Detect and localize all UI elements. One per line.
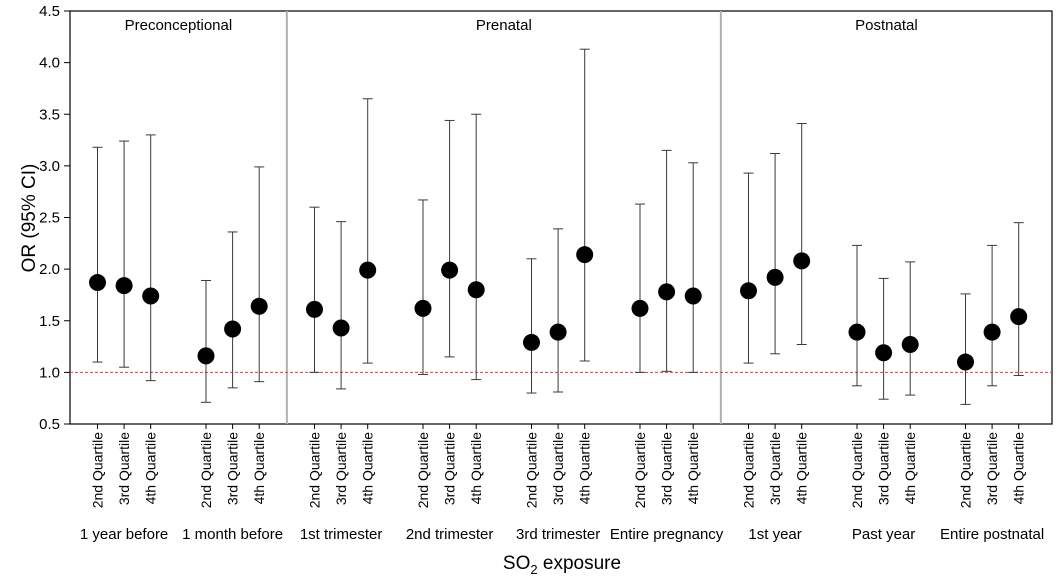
x-axis-title-main: SO xyxy=(503,553,530,574)
or-point-g0-q2 xyxy=(142,287,160,305)
quartile-label-g6-q0: 2nd Quartile xyxy=(741,432,757,508)
quartile-label-g3-q0: 2nd Quartile xyxy=(415,432,431,508)
or-point-g5-q1 xyxy=(658,283,676,301)
or-point-g7-q0 xyxy=(848,323,866,341)
quartile-label-g4-q0: 2nd Quartile xyxy=(524,432,540,508)
or-point-g4-q2 xyxy=(576,246,594,264)
or-point-g3-q0 xyxy=(414,299,432,317)
or-point-g8-q1 xyxy=(983,323,1001,341)
quartile-label-g4-q2: 4th Quartile xyxy=(577,432,593,505)
or-point-g4-q0 xyxy=(523,333,540,351)
y-tick-label-2: 1.5 xyxy=(39,313,60,330)
quartile-label-g2-q2: 4th Quartile xyxy=(360,432,376,505)
y-axis-title: OR (95% CI) xyxy=(19,164,40,273)
group-label-4: 3rd trimester xyxy=(516,526,600,543)
quartile-label-g7-q0: 2nd Quartile xyxy=(849,432,865,508)
group-label-3: 2nd trimester xyxy=(406,526,494,543)
y-tick-label-7: 4.0 xyxy=(39,55,60,72)
quartile-label-g0-q0: 2nd Quartile xyxy=(90,432,106,508)
quartile-label-g8-q2: 4th Quartile xyxy=(1011,432,1027,505)
or-point-g2-q1 xyxy=(332,319,350,337)
or-point-g2-q2 xyxy=(359,261,377,279)
or-point-g1-q2 xyxy=(250,297,268,315)
y-tick-label-0: 0.5 xyxy=(39,416,60,433)
group-label-6: 1st year xyxy=(748,526,801,543)
or-point-g1-q1 xyxy=(224,320,242,338)
x-axis-title-sub: 2 xyxy=(530,562,537,577)
or-point-g3-q2 xyxy=(467,281,485,299)
quartile-label-g5-q2: 4th Quartile xyxy=(685,432,701,505)
quartile-label-g6-q2: 4th Quartile xyxy=(794,432,810,505)
period-label-2: Prenatal xyxy=(476,17,532,34)
quartile-label-g4-q1: 3rd Quartile xyxy=(550,432,566,505)
x-axis-title: SO2 exposure xyxy=(503,553,621,577)
y-tick-label-8: 4.5 xyxy=(39,3,60,20)
period-label-1: Preconceptional xyxy=(125,17,233,34)
or-point-g8-q2 xyxy=(1010,308,1028,326)
y-tick-label-3: 2.0 xyxy=(39,261,60,278)
or-point-g7-q1 xyxy=(875,344,893,362)
or-point-g6-q2 xyxy=(793,252,811,270)
quartile-label-g3-q2: 4th Quartile xyxy=(468,432,484,505)
y-tick-label-6: 3.5 xyxy=(39,106,60,123)
plot-frame xyxy=(69,10,1053,425)
quartile-label-g7-q2: 4th Quartile xyxy=(902,432,918,505)
quartile-label-g8-q1: 3rd Quartile xyxy=(984,432,1000,505)
or-point-g0-q1 xyxy=(115,277,133,295)
quartile-label-g8-q0: 2nd Quartile xyxy=(958,432,974,508)
quartile-label-g0-q2: 4th Quartile xyxy=(143,432,159,505)
y-tick-label-1: 1.0 xyxy=(39,364,60,381)
or-point-g7-q2 xyxy=(901,335,919,353)
group-label-0: 1 year before xyxy=(80,526,168,543)
or-point-g0-q0 xyxy=(89,274,106,292)
quartile-label-g1-q2: 4th Quartile xyxy=(251,432,267,505)
quartile-label-g5-q0: 2nd Quartile xyxy=(632,432,648,508)
y-tick-label-5: 3.0 xyxy=(39,158,60,175)
or-point-g8-q0 xyxy=(957,353,974,371)
or-point-g4-q1 xyxy=(549,323,567,341)
y-tick-label-4: 2.5 xyxy=(39,210,60,227)
group-label-7: Past year xyxy=(852,526,915,543)
or-point-g3-q1 xyxy=(441,261,459,279)
quartile-label-g2-q1: 3rd Quartile xyxy=(333,432,349,505)
group-label-8: Entire postnatal xyxy=(940,526,1044,543)
quartile-label-g5-q1: 3rd Quartile xyxy=(659,432,675,505)
quartile-label-g3-q1: 3rd Quartile xyxy=(442,432,458,505)
or-point-g1-q0 xyxy=(197,347,215,365)
quartile-label-g6-q1: 3rd Quartile xyxy=(767,432,783,505)
period-label-3: Postnatal xyxy=(855,17,918,34)
or-point-g5-q0 xyxy=(631,299,649,317)
quartile-label-g7-q1: 3rd Quartile xyxy=(876,432,892,505)
quartile-label-g1-q0: 2nd Quartile xyxy=(198,432,214,508)
or-point-g6-q0 xyxy=(740,282,757,300)
or-point-g5-q2 xyxy=(684,287,702,305)
or-point-g2-q0 xyxy=(306,300,323,318)
or-point-g6-q1 xyxy=(766,268,784,286)
quartile-label-g0-q1: 3rd Quartile xyxy=(116,432,132,505)
quartile-label-g2-q0: 2nd Quartile xyxy=(307,432,323,508)
group-label-2: 1st trimester xyxy=(300,526,383,543)
group-label-5: Entire pregnancy xyxy=(610,526,724,543)
x-axis-title-rest: exposure xyxy=(538,553,621,574)
quartile-label-g1-q1: 3rd Quartile xyxy=(225,432,241,505)
group-label-1: 1 month before xyxy=(182,526,283,543)
